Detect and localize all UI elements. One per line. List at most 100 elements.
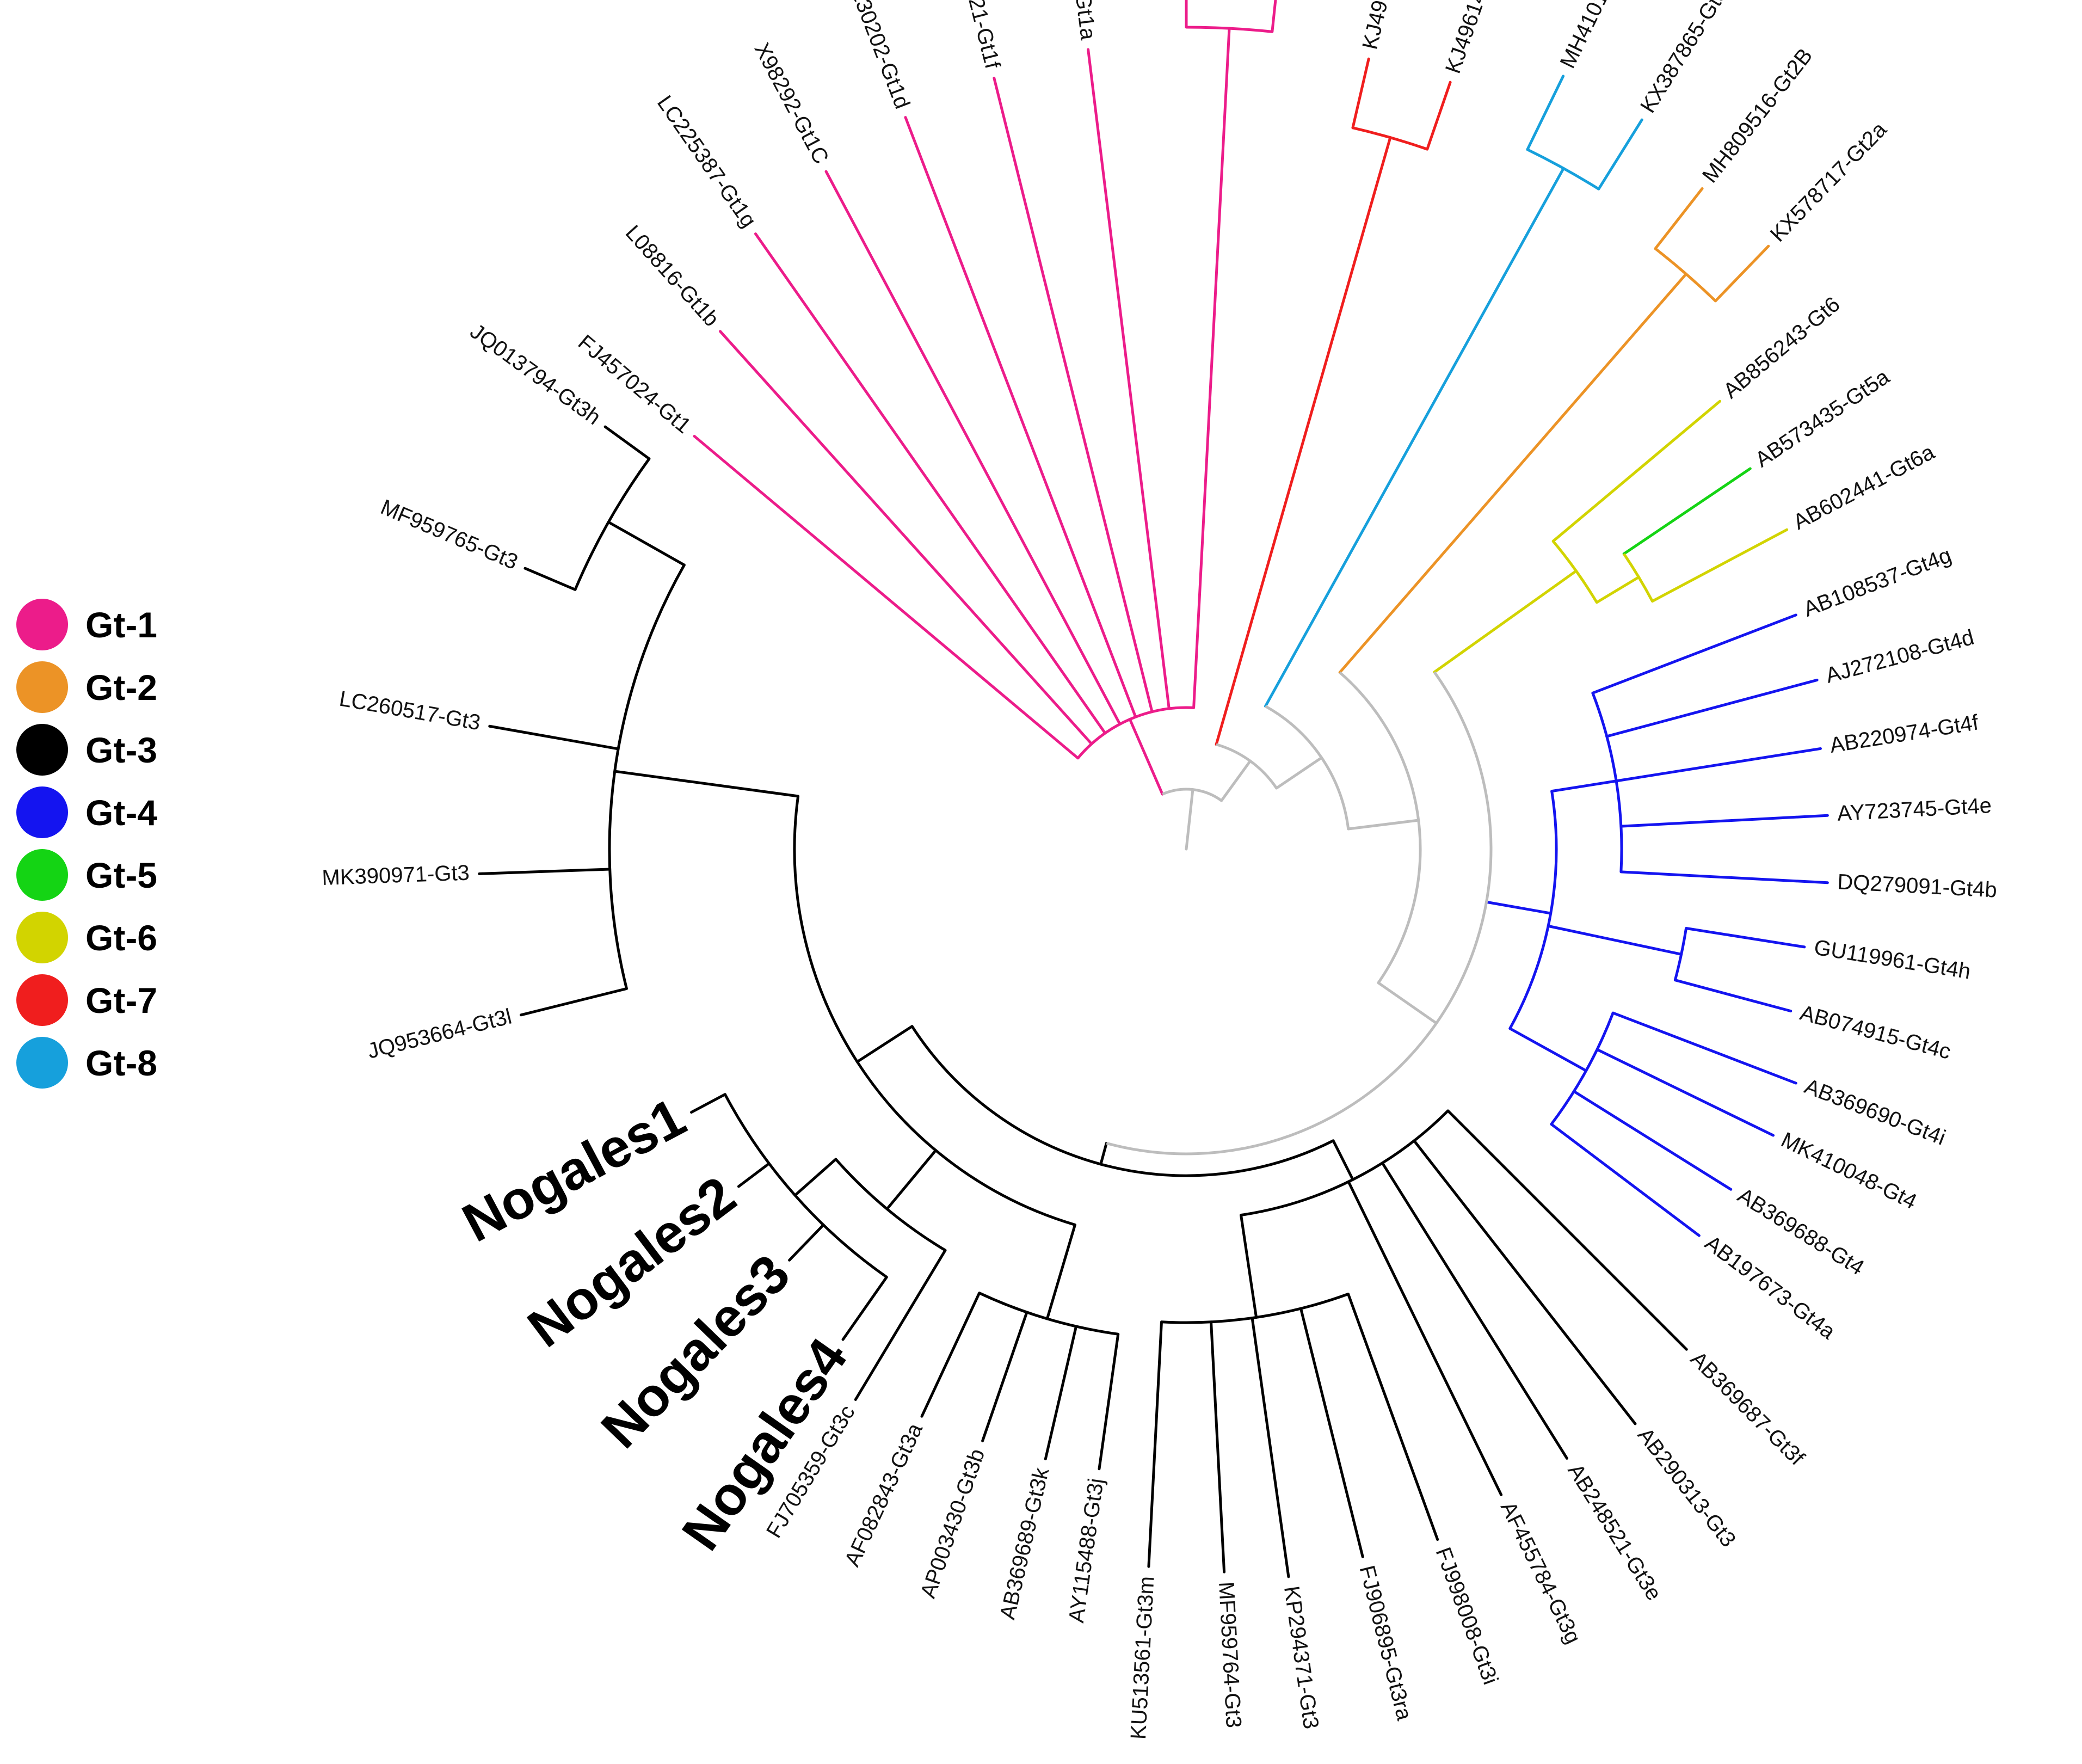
tip-label: AB369687-Gt3f	[1686, 1347, 1809, 1471]
internal-branch	[885, 1149, 938, 1210]
tip-label: AF455784-Gt3g	[1496, 1498, 1585, 1648]
internal-branch	[1275, 756, 1323, 790]
internal-branch	[1547, 924, 1683, 956]
branch-aj272108-gt4d	[1605, 678, 1819, 738]
tip-label: KJ496144-Gt7	[1358, 0, 1413, 52]
branch-jq953664-gt3l	[519, 987, 628, 1017]
tip-label: KX387865-Gt8a	[1636, 0, 1739, 117]
internal-branch	[1377, 981, 1438, 1025]
legend-item-gt-2: Gt-2	[16, 656, 157, 718]
branch-mf959764-gt3	[1210, 1320, 1226, 1574]
internal-branch	[855, 1025, 914, 1064]
legend-swatch	[16, 661, 68, 713]
legend-swatch	[16, 912, 68, 963]
branch-kx387865-gt8a	[1597, 118, 1643, 190]
legend-item-gt-1: Gt-1	[16, 593, 157, 656]
internal-branch	[793, 1158, 837, 1197]
branch-ay723745-gt4e	[1619, 814, 1829, 828]
tip-label: AB108537-Gt4g	[1800, 543, 1955, 622]
branch-jq013794-gt3h	[603, 425, 651, 460]
internal-branch	[1374, 272, 1687, 633]
legend-item-gt-8: Gt-8	[16, 1031, 157, 1094]
tip-label: AJ272108-Gt4d	[1823, 625, 1976, 688]
tip-label: AB856243-Gt6	[1719, 292, 1845, 403]
branch-nogales4	[841, 1275, 888, 1341]
tip-label: MH809516-Gt2B	[1698, 44, 1817, 188]
legend-swatch	[16, 849, 68, 901]
tip-label: KU513561-Gt3m	[1126, 1576, 1159, 1740]
legend-label: Gt-5	[85, 855, 157, 895]
internal-branch	[1433, 569, 1578, 674]
tip-label: FJ998008-Gt3i	[1431, 1544, 1503, 1688]
legend-swatch	[16, 724, 68, 776]
branch-ab108537-gt4g	[1591, 613, 1797, 694]
tree-branches	[478, 0, 1829, 1578]
branch-fj998008-gt3i	[1347, 1293, 1439, 1541]
branch-ab573435-gt5a	[1622, 467, 1752, 556]
internal-branch	[1508, 1027, 1588, 1072]
internal-branch	[1550, 779, 1618, 793]
branch-gu119961-gt4h	[1685, 926, 1806, 949]
internal-branch	[1220, 759, 1252, 802]
tip-label: MK410048-Gt4	[1777, 1128, 1920, 1214]
branch-ap003430-gt3b	[981, 1311, 1028, 1442]
tip-label: AB290313-Gt3	[1633, 1423, 1741, 1552]
internal-branch	[1224, 136, 1392, 715]
legend-swatch	[16, 786, 68, 838]
branch-nogales3	[788, 1224, 825, 1262]
tip-label: AB248521-Gt3e	[1563, 1460, 1666, 1605]
branch-mk390971-gt3	[478, 868, 612, 875]
legend-label: Gt-1	[85, 604, 157, 645]
internal-branch	[1215, 711, 1227, 746]
legend-item-gt-4: Gt-4	[16, 781, 157, 844]
internal-branch	[1484, 900, 1553, 915]
legend-item-gt-7: Gt-7	[16, 969, 157, 1031]
tip-label: M73218-Gt1a	[1060, 0, 1100, 41]
legend-label: Gt-3	[85, 729, 157, 770]
branch-ab602441-gt6a	[1650, 528, 1789, 603]
tip-label: MH410174-Gt8	[1556, 0, 1642, 72]
clade-arc	[910, 1025, 1334, 1177]
tip-label: AB369690-Gt4i	[1801, 1074, 1949, 1150]
branch-nogales1	[690, 1093, 726, 1114]
branch-fj457024-gt1	[693, 435, 1080, 760]
legend-label: Gt-8	[85, 1042, 157, 1083]
internal-branch	[607, 520, 686, 567]
branch-kx578717-gt2a	[1714, 244, 1770, 303]
clade-arc	[1106, 671, 1493, 1155]
tip-label: KJ496143-Gt7a	[1441, 0, 1513, 77]
tip-label: AB220974-Gt4f	[1828, 710, 1980, 758]
internal-branch	[1290, 167, 1565, 660]
branch-ab369688-gt4	[1572, 1090, 1733, 1191]
tip-label: GU119961-Gt4h	[1813, 936, 1973, 984]
tip-label: KP294371-Gt3	[1279, 1584, 1323, 1730]
tip-label: MF959764-Gt3	[1214, 1581, 1246, 1729]
tip-label: MK390971-Gt3	[322, 861, 470, 890]
internal-branch	[1347, 819, 1420, 831]
branch-x98292-gt1c	[824, 170, 1122, 726]
branch-ab248521-gt3e	[1381, 1161, 1568, 1460]
legend-label: Gt-7	[85, 980, 157, 1021]
branch-ay204877-gt1e	[1271, 0, 1277, 33]
legend-item-gt-3: Gt-3	[16, 718, 157, 781]
internal-branch	[1240, 1214, 1258, 1319]
branch-mh809516-gt2b	[1654, 187, 1704, 250]
genotype-legend: Gt-1 Gt-2 Gt-3 Gt-4 Gt-5 Gt-6 Gt-7 Gt-8	[16, 593, 157, 1094]
legend-swatch	[16, 599, 68, 650]
internal-branch	[613, 770, 800, 798]
branch-ab369689-gt3k	[1044, 1325, 1078, 1461]
tip-label: AB602441-Gt6a	[1789, 440, 1939, 534]
branch-fj705359-gt3c	[854, 1249, 947, 1401]
branch-kj496143-gt7a	[1426, 81, 1452, 151]
tip-label: AP003430-Gt3b	[916, 1446, 989, 1601]
legend-swatch	[16, 1037, 68, 1089]
internal-branch	[1128, 718, 1164, 796]
tip-label: AB074915-Gt4c	[1797, 1001, 1953, 1064]
tip-label: JF443721-Gt1f	[946, 0, 1005, 71]
branch-af455784-gt3g	[1347, 1180, 1503, 1496]
branch-ab856243-gt6	[1572, 399, 1722, 525]
tip-label: KX578717-Gt2a	[1766, 117, 1892, 246]
branch-m73218-gt1a	[1087, 48, 1171, 710]
internal-branch	[1045, 1223, 1077, 1320]
